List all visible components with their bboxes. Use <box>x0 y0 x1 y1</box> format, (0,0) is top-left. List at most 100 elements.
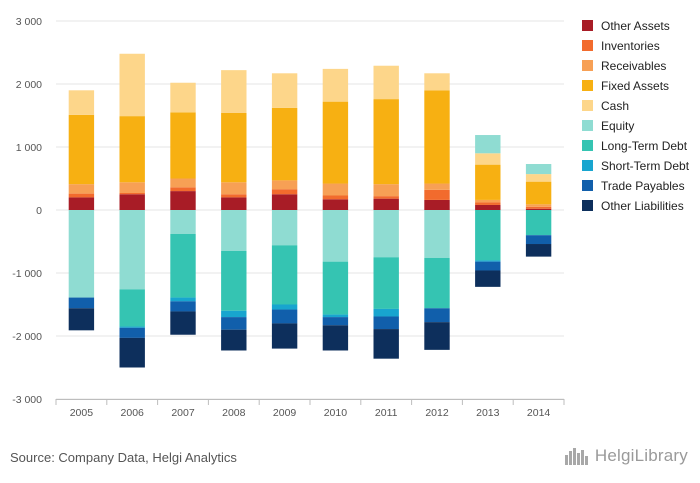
bar-segment <box>322 261 349 315</box>
bar-segment <box>373 65 399 100</box>
x-tick-label: 2010 <box>324 407 348 419</box>
x-tick-label: 2007 <box>171 407 195 419</box>
legend-swatch <box>582 140 593 151</box>
bar-segment <box>68 210 95 298</box>
bar-segment <box>475 210 501 261</box>
bar-segment <box>170 191 196 210</box>
legend-swatch <box>582 120 593 131</box>
bar-segment <box>271 304 298 310</box>
bar-segment <box>221 194 247 198</box>
bar-segment <box>221 197 247 210</box>
bar-segment <box>271 189 298 195</box>
bar-segment <box>525 208 552 210</box>
bar-segment <box>373 198 399 210</box>
bar-segment <box>475 204 501 210</box>
legend-label: Other Liabilities <box>601 199 684 213</box>
bar-segment <box>373 99 399 185</box>
bar-segment <box>322 101 349 184</box>
bar-segment <box>68 197 95 210</box>
bar-segment <box>373 316 399 330</box>
bar-segment <box>119 327 145 338</box>
bar-segment <box>170 297 196 302</box>
bar-segment <box>373 210 399 258</box>
bar-segment <box>322 199 349 210</box>
legend-label: Trade Payables <box>601 179 685 193</box>
x-tick-label: 2006 <box>121 407 145 419</box>
bar-segment <box>119 326 145 328</box>
bar-segment <box>373 308 399 317</box>
bar-segment <box>119 182 145 193</box>
legend-swatch <box>582 180 593 191</box>
bar-segment <box>221 70 247 113</box>
bar-segment <box>322 183 349 196</box>
bar-segment <box>170 210 196 234</box>
bar-segment <box>475 199 501 203</box>
legend-label: Equity <box>601 119 634 133</box>
bar-segment <box>525 174 552 182</box>
bar-segment <box>271 210 298 246</box>
bar-segment <box>322 325 349 351</box>
bar-segment <box>170 311 196 335</box>
bar-segment <box>271 245 298 305</box>
bar-segment <box>525 204 552 207</box>
bar-segment <box>271 194 298 210</box>
bar-segment <box>119 194 145 210</box>
bar-segment <box>322 210 349 262</box>
bar-segment <box>271 309 298 324</box>
bar-segment <box>221 112 247 183</box>
axes: 3 000 2 000 1 000 0 -1 000 -2 000 -3 000 2005 20… <box>12 16 565 419</box>
x-tick-label: 2005 <box>70 407 94 419</box>
bar-segment <box>170 301 196 312</box>
x-tick-label: 2014 <box>527 407 551 419</box>
bar-segment <box>322 314 349 318</box>
bar-segment <box>119 192 145 195</box>
legend-swatch <box>582 60 593 71</box>
legend-swatch <box>582 160 593 171</box>
bar-segment <box>525 244 552 257</box>
bar-segment <box>119 289 145 327</box>
bar-segment <box>170 82 196 113</box>
x-tick-label: 2013 <box>476 407 500 419</box>
bar-segment <box>525 235 552 245</box>
bar-segment <box>424 199 450 210</box>
bar-segment <box>373 184 399 197</box>
bar-segment <box>170 233 196 298</box>
bar-segment <box>221 310 247 318</box>
bar-segment <box>424 322 450 350</box>
bar-segment <box>68 90 95 115</box>
bars <box>68 53 552 368</box>
bar-segment <box>170 112 196 179</box>
bar-segment <box>68 193 95 198</box>
bar-segment <box>525 210 552 236</box>
y-tick-label: 2 000 <box>16 79 42 91</box>
bar-segment <box>475 202 501 205</box>
logo-text: HelgiLibrary <box>594 446 688 465</box>
bar-segment <box>271 323 298 349</box>
bar-segment <box>525 164 552 175</box>
city-skyline-icon <box>564 448 588 465</box>
bar-segment <box>119 53 145 117</box>
y-tick-label: -3 000 <box>12 394 42 406</box>
bar-segment <box>221 210 247 251</box>
legend-label: Receivables <box>601 59 666 73</box>
legend: Other Assets Inventories Receivables Fixed … <box>582 19 690 213</box>
bar-segment <box>271 180 298 190</box>
bar-segment <box>271 107 298 181</box>
legend-label: Cash <box>601 99 629 113</box>
bar-segment <box>424 73 450 91</box>
y-tick-label: 0 <box>36 205 42 217</box>
bar-segment <box>221 250 247 311</box>
bar-segment <box>119 116 145 183</box>
x-tick-label: 2008 <box>222 407 246 419</box>
legend-swatch <box>582 100 593 111</box>
bar-segment <box>373 196 399 199</box>
bar-segment <box>424 90 450 184</box>
bar-segment <box>119 337 145 368</box>
legend-label: Long-Term Debt <box>601 139 688 153</box>
legend-swatch <box>582 20 593 31</box>
bar-segment <box>119 210 145 290</box>
bar-segment <box>525 206 552 209</box>
bar-segment <box>424 189 450 200</box>
bar-segment <box>68 308 95 331</box>
